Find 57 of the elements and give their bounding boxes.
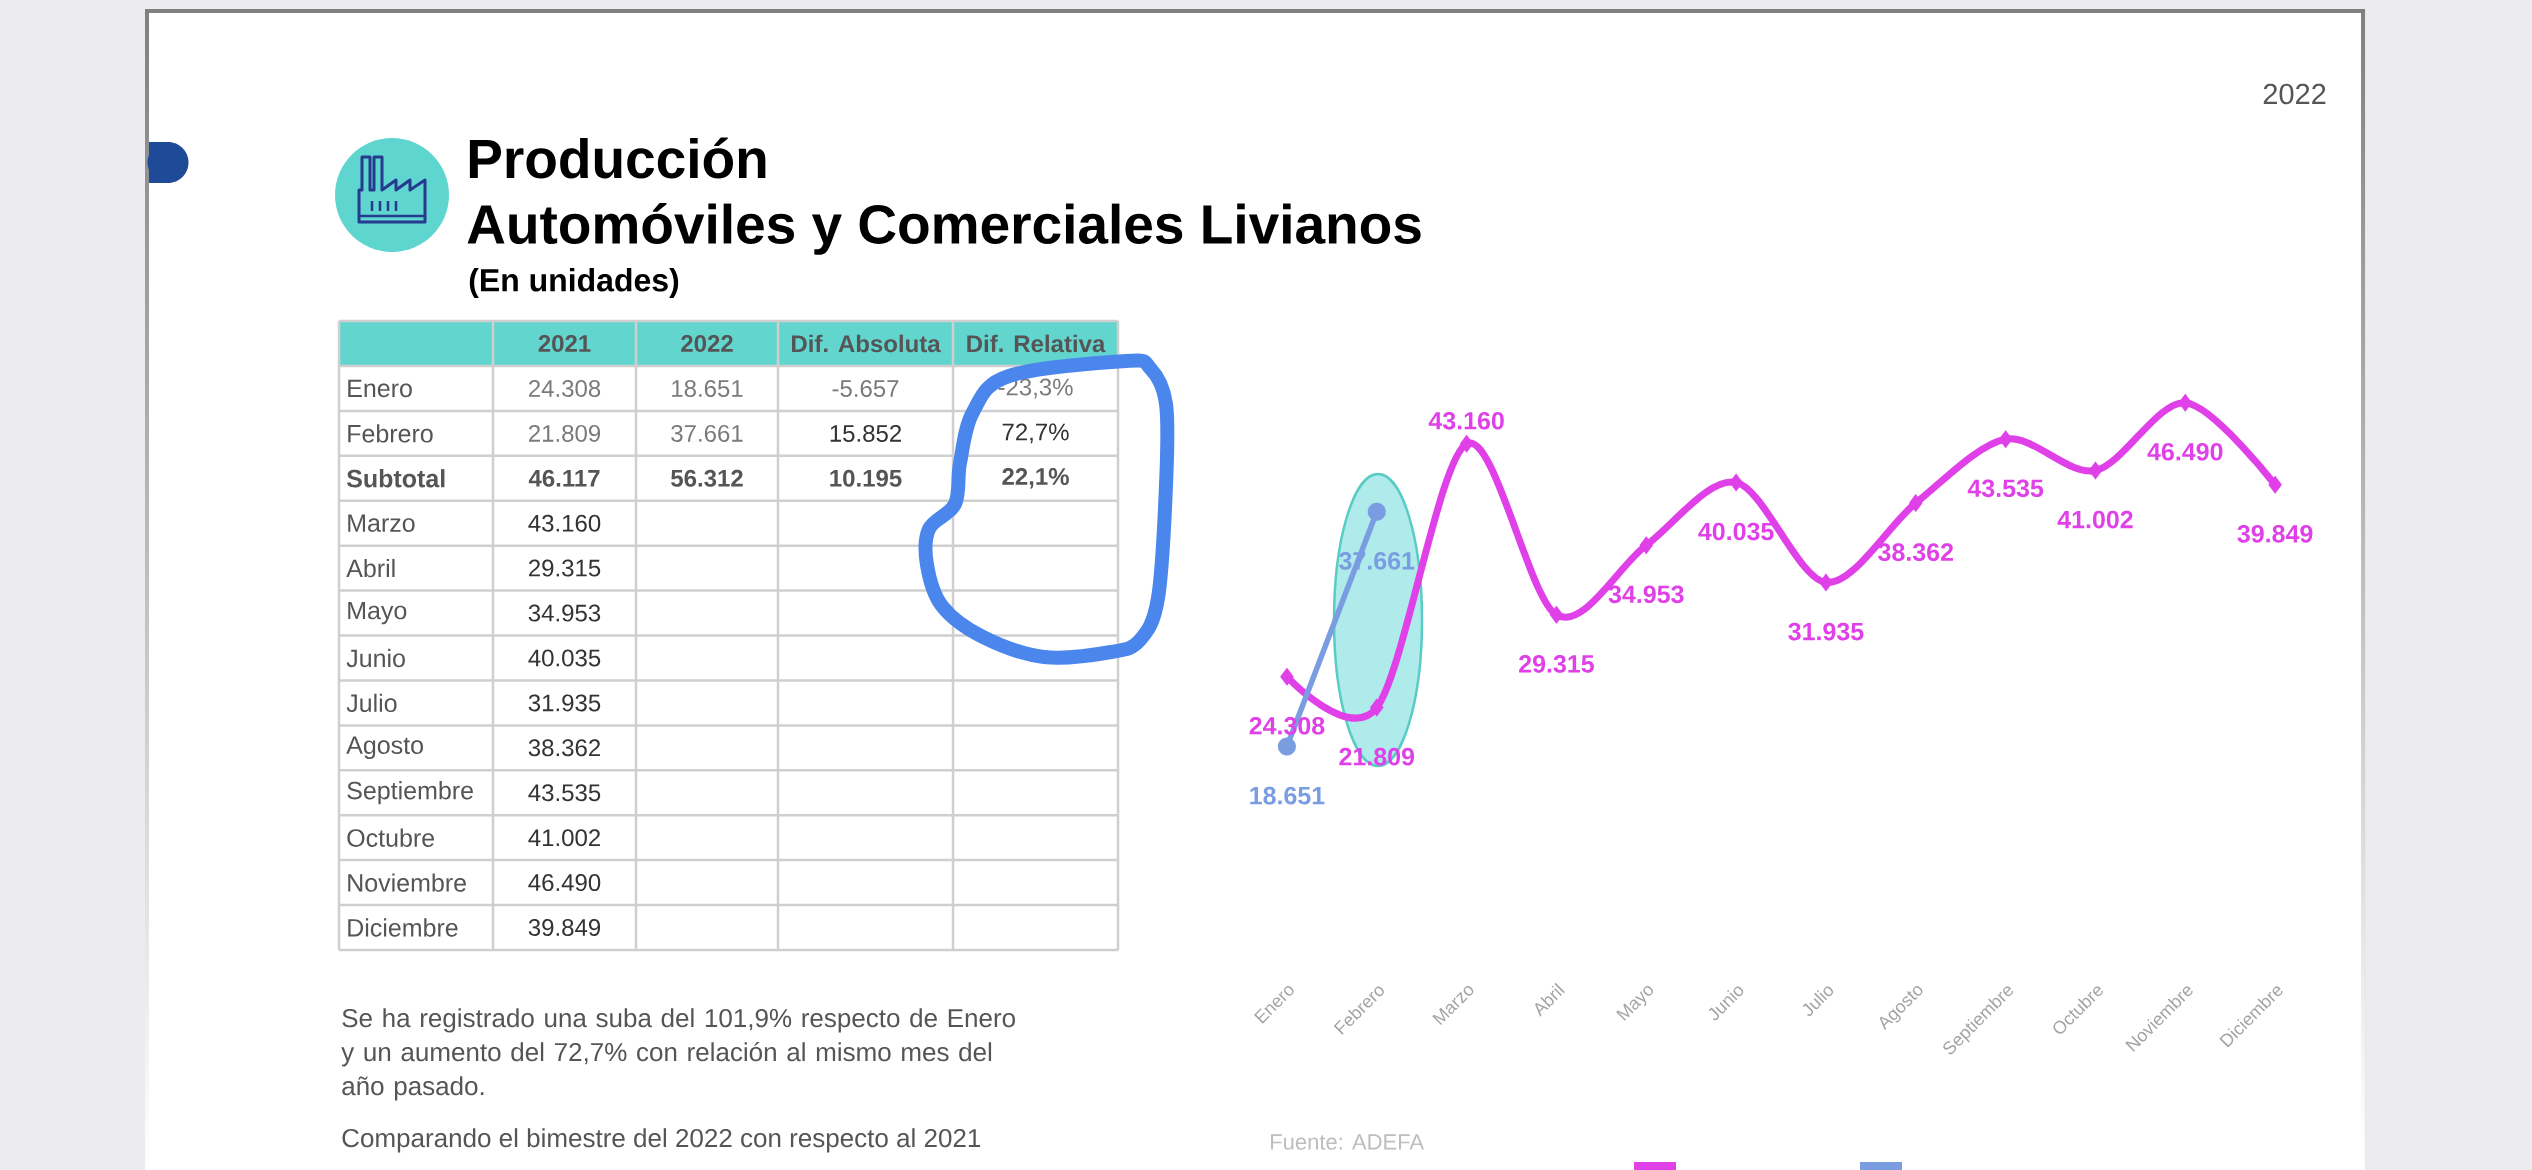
text: Producción [469,137,766,179]
category-label: Enero [348,379,412,398]
category-label: Octubre [347,828,435,847]
text: 56.312 [671,469,743,487]
data-label: 38.362 [1878,543,1953,562]
text: 41.002 [528,829,600,847]
text: 38.362 [528,739,600,757]
data-label: 29.315 [1519,655,1594,673]
data-label: 43.535 [1967,479,2044,498]
text: 43.160 [528,514,601,532]
text: 18.651 [672,380,743,397]
data-label: 31.935 [1788,622,1864,641]
x-tick-label: Julio [1802,986,1834,1016]
text: Dif. Relativa [967,334,1106,353]
text: 2022 [2263,83,2326,105]
data-label: 39.849 [2237,524,2313,543]
category-label: Marzo [348,514,415,532]
category-label: Diciembre [348,918,458,937]
chart-subtitle: Automóviles y Comerciales Livianos [467,203,1421,255]
data-label: 18.651 [1250,786,1325,805]
category-label: Noviembre [348,873,466,892]
text: 39.849 [528,919,601,936]
text: 43.535 [528,784,601,802]
text: 22,1% [1002,468,1069,489]
category-label: Agosto [346,736,423,759]
category-label: Septiembre [347,781,473,805]
text: Se ha registrado una suba del 101,9% respecto de Enero y un aumento del 72,7% con relación al mismo mes del año pasado. [341,1008,1015,1101]
text: -5.657 [832,380,899,397]
category-label: Abril [346,558,395,578]
text: 15.852 [830,424,901,442]
text: 2021 [538,335,591,352]
category-label: Mayo [348,601,407,625]
text: Subtotal [346,469,445,488]
text: 10.195 [830,469,902,487]
text: 21.809 [529,424,601,442]
text: Comparando el bimestre del 2022 con respecto al 2021 [342,1128,981,1153]
text: 46.490 [528,874,601,892]
text: 40.035 [528,649,601,667]
category-label: Febrero [348,424,433,443]
text: 37.661 [671,424,743,442]
text: 46.117 [528,469,600,487]
data-label: 40.035 [1698,522,1774,541]
text: Dif. Absoluta [792,334,941,353]
text: 29.315 [529,559,601,577]
text: 24.308 [529,380,601,397]
text: 34.953 [528,604,601,622]
text: (En unidades) [469,268,679,298]
data-label: 46.490 [2147,442,2223,461]
category-label: Junio [346,648,405,668]
category-label: Julio [346,693,397,713]
data-label: 41.002 [2057,510,2133,529]
data-label: 43.160 [1428,411,1504,430]
data-label: 34.953 [1608,585,1684,604]
text: 31.935 [528,694,601,712]
text: 72,7% [1002,423,1069,444]
text: 2022 [681,335,733,352]
source-note: Fuente: ADEFA [1271,1134,1425,1150]
